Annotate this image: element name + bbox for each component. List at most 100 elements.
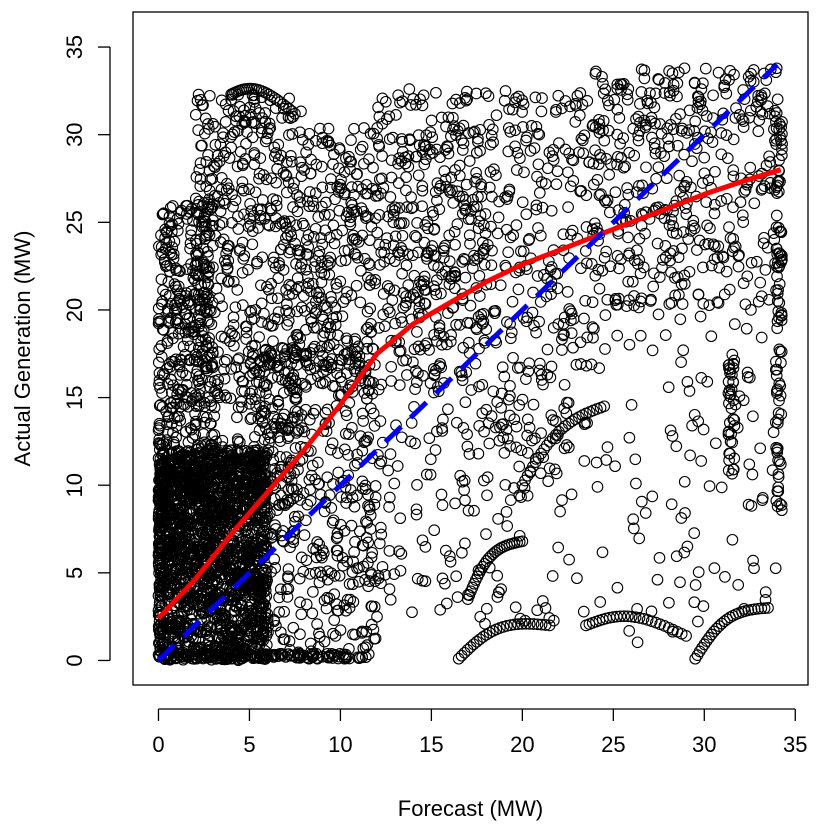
data-point — [213, 613, 226, 625]
data-point — [727, 170, 740, 183]
data-point — [224, 471, 236, 484]
data-point — [298, 529, 311, 541]
data-point — [666, 67, 679, 80]
data-point — [304, 186, 316, 198]
data-point — [243, 454, 256, 467]
data-point — [674, 108, 687, 120]
data-point — [481, 489, 493, 502]
data-point — [238, 385, 251, 397]
data-point — [254, 616, 266, 629]
data-point — [406, 606, 418, 619]
data-point — [270, 199, 283, 212]
points-layer — [152, 62, 788, 667]
data-point — [277, 167, 290, 179]
data-point — [337, 559, 349, 572]
data-point — [248, 147, 261, 159]
data-point — [332, 162, 345, 175]
data-point — [263, 507, 276, 520]
data-point — [697, 423, 710, 436]
data-point — [300, 146, 312, 159]
data-point — [257, 573, 270, 585]
data-point — [266, 531, 279, 543]
data-point — [691, 244, 703, 256]
data-point — [640, 161, 652, 174]
data-point — [174, 552, 187, 565]
data-point — [320, 360, 333, 373]
data-point — [229, 301, 242, 314]
data-point — [331, 527, 344, 540]
data-point — [304, 568, 316, 580]
data-point — [562, 201, 574, 213]
data-point — [217, 510, 230, 523]
data-point — [623, 338, 636, 351]
data-point — [287, 483, 300, 496]
data-point — [689, 115, 702, 128]
data-point — [180, 556, 192, 569]
data-point — [320, 602, 333, 615]
data-point — [163, 316, 175, 329]
data-point — [204, 375, 217, 388]
data-point — [349, 536, 361, 548]
data-point — [289, 391, 302, 404]
data-point — [208, 612, 220, 624]
data-point — [155, 273, 168, 286]
data-point — [236, 266, 249, 279]
data-point — [206, 577, 218, 590]
data-point — [246, 502, 259, 515]
data-point — [545, 360, 558, 373]
data-point — [402, 279, 415, 291]
data-point — [212, 346, 224, 358]
data-point — [195, 497, 208, 510]
data-point — [698, 151, 711, 164]
data-point — [226, 216, 238, 229]
data-point — [283, 307, 296, 319]
data-point — [168, 235, 181, 248]
data-point — [601, 293, 614, 306]
data-point — [485, 259, 498, 272]
data-point — [546, 570, 559, 582]
data-point — [226, 188, 238, 201]
data-point — [598, 134, 611, 147]
data-point — [324, 328, 336, 340]
data-point — [487, 136, 499, 149]
data-point — [223, 500, 236, 513]
data-point — [313, 245, 326, 258]
data-point — [260, 132, 273, 145]
data-point — [207, 118, 219, 130]
data-point — [311, 536, 324, 548]
data-point — [611, 250, 624, 262]
data-point — [238, 249, 251, 262]
data-point — [527, 398, 540, 411]
data-point — [164, 220, 177, 232]
data-point — [348, 335, 361, 348]
data-point — [307, 586, 319, 598]
data-point — [294, 628, 306, 641]
data-point — [282, 563, 295, 575]
data-point — [367, 161, 379, 174]
data-point — [345, 155, 357, 168]
data-point — [244, 413, 257, 426]
data-point — [451, 591, 464, 603]
data-point — [264, 122, 277, 134]
data-point — [688, 222, 701, 235]
data-point — [312, 478, 325, 490]
data-point — [195, 586, 208, 599]
data-point — [746, 468, 759, 481]
data-point — [156, 246, 169, 259]
data-point — [383, 583, 396, 595]
data-point — [316, 238, 329, 251]
data-point — [198, 127, 211, 140]
data-point — [181, 334, 194, 347]
data-point — [551, 165, 564, 178]
data-point — [281, 591, 294, 603]
data-point — [728, 318, 741, 330]
data-point — [558, 378, 571, 391]
data-point — [173, 459, 185, 472]
data-point — [630, 477, 642, 490]
data-point — [276, 112, 288, 124]
data-point — [577, 605, 590, 618]
data-point — [365, 600, 378, 613]
data-point — [240, 320, 253, 333]
data-point — [239, 153, 252, 165]
data-point — [269, 261, 282, 274]
